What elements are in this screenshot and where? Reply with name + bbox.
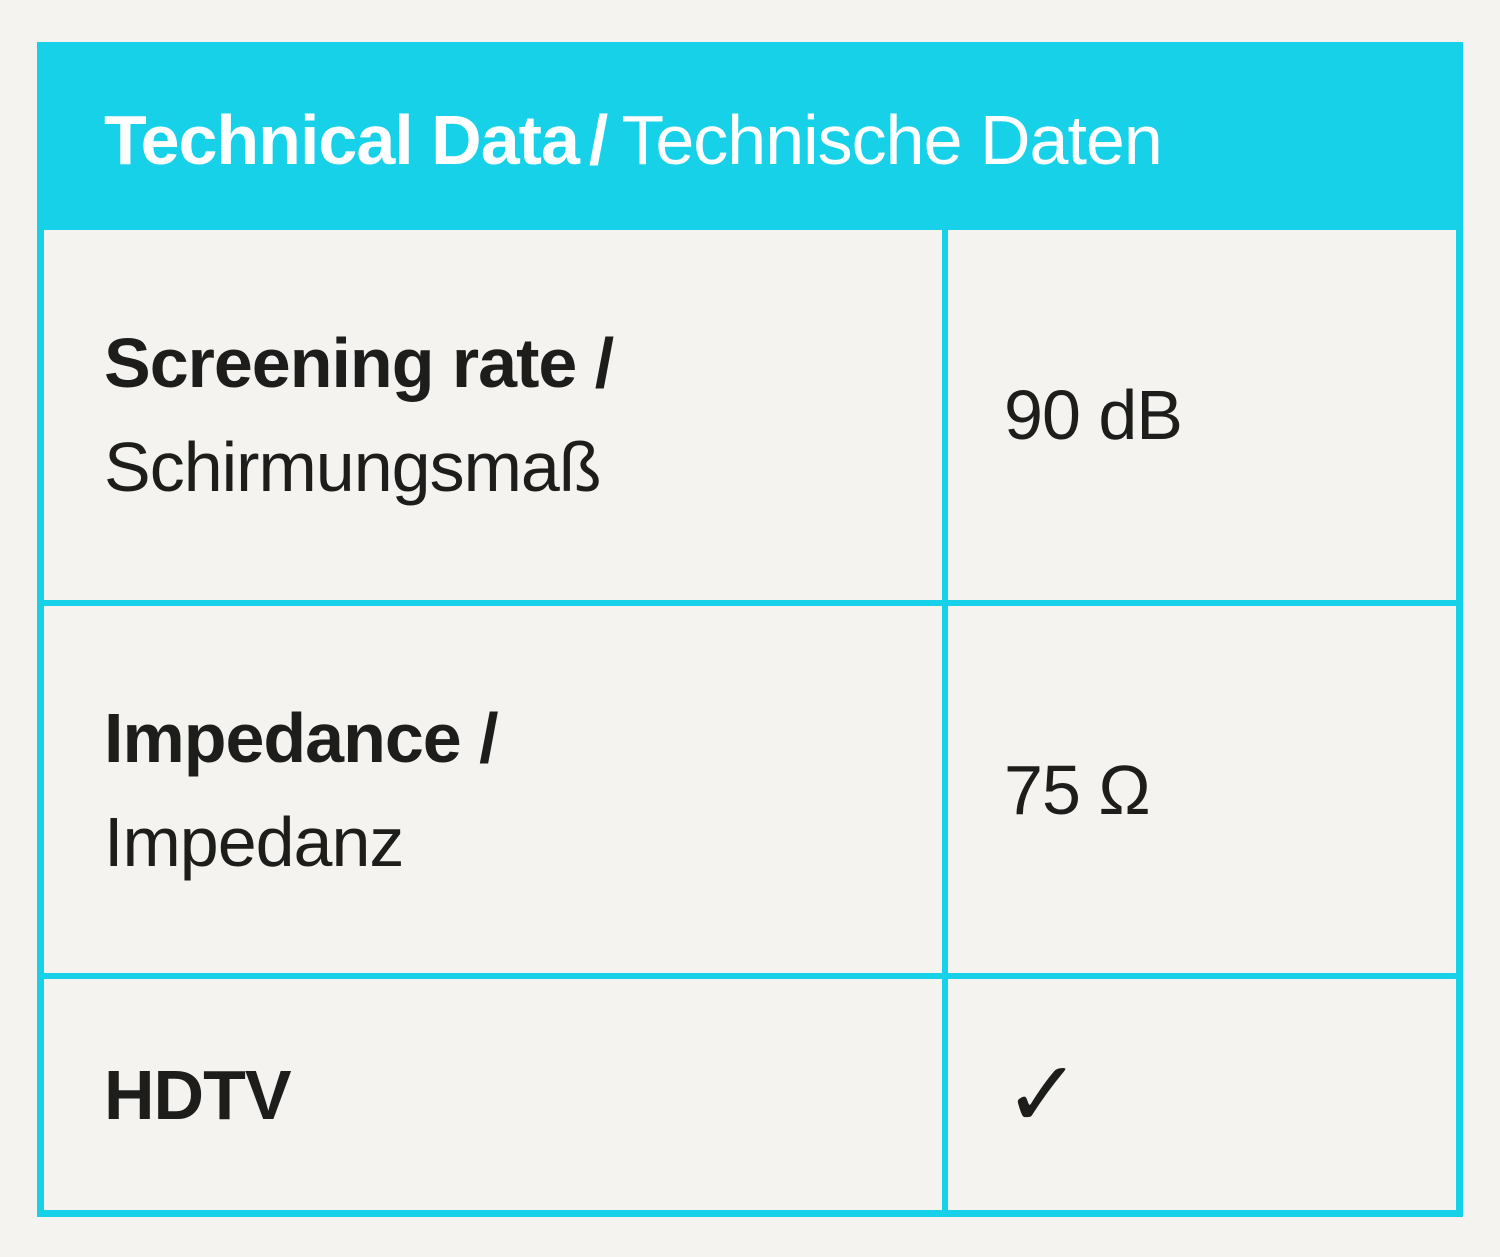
row-label-en: HDTV [104,1055,292,1134]
label-cell: Screening rate / Schirmungsmaß [44,230,942,600]
row-value: 75 Ω [1004,750,1151,829]
row-label-de: Impedanz [104,802,404,881]
header-title-de: Technische Daten [621,100,1162,179]
value-cell: ✓ [942,979,1456,1210]
header-separator: / [588,100,608,179]
row-value: 90 dB [1004,376,1183,454]
table-row-impedance: Impedance / Impedanz 75 Ω [44,600,1456,973]
row-label-de: Schirmungsmaß [104,428,602,506]
value-cell: 90 dB [942,230,1456,600]
table-header: Technical Data / Technische Daten [44,49,1456,230]
row-label-en: Screening rate / [104,324,614,402]
technical-data-table: Technical Data / Technische Daten Screen… [37,42,1463,1217]
table-row-screening-rate: Screening rate / Schirmungsmaß 90 dB [44,230,1456,600]
label-cell: Impedance / Impedanz [44,606,942,973]
label-cell: HDTV [44,979,942,1210]
table-body: Screening rate / Schirmungsmaß 90 dB Imp… [44,230,1456,1210]
checkmark-icon: ✓ [1004,1040,1081,1148]
header-title-en: Technical Data [104,100,580,179]
table-row-hdtv: HDTV ✓ [44,973,1456,1210]
value-cell: 75 Ω [942,606,1456,973]
row-label-en: Impedance / [104,698,499,777]
